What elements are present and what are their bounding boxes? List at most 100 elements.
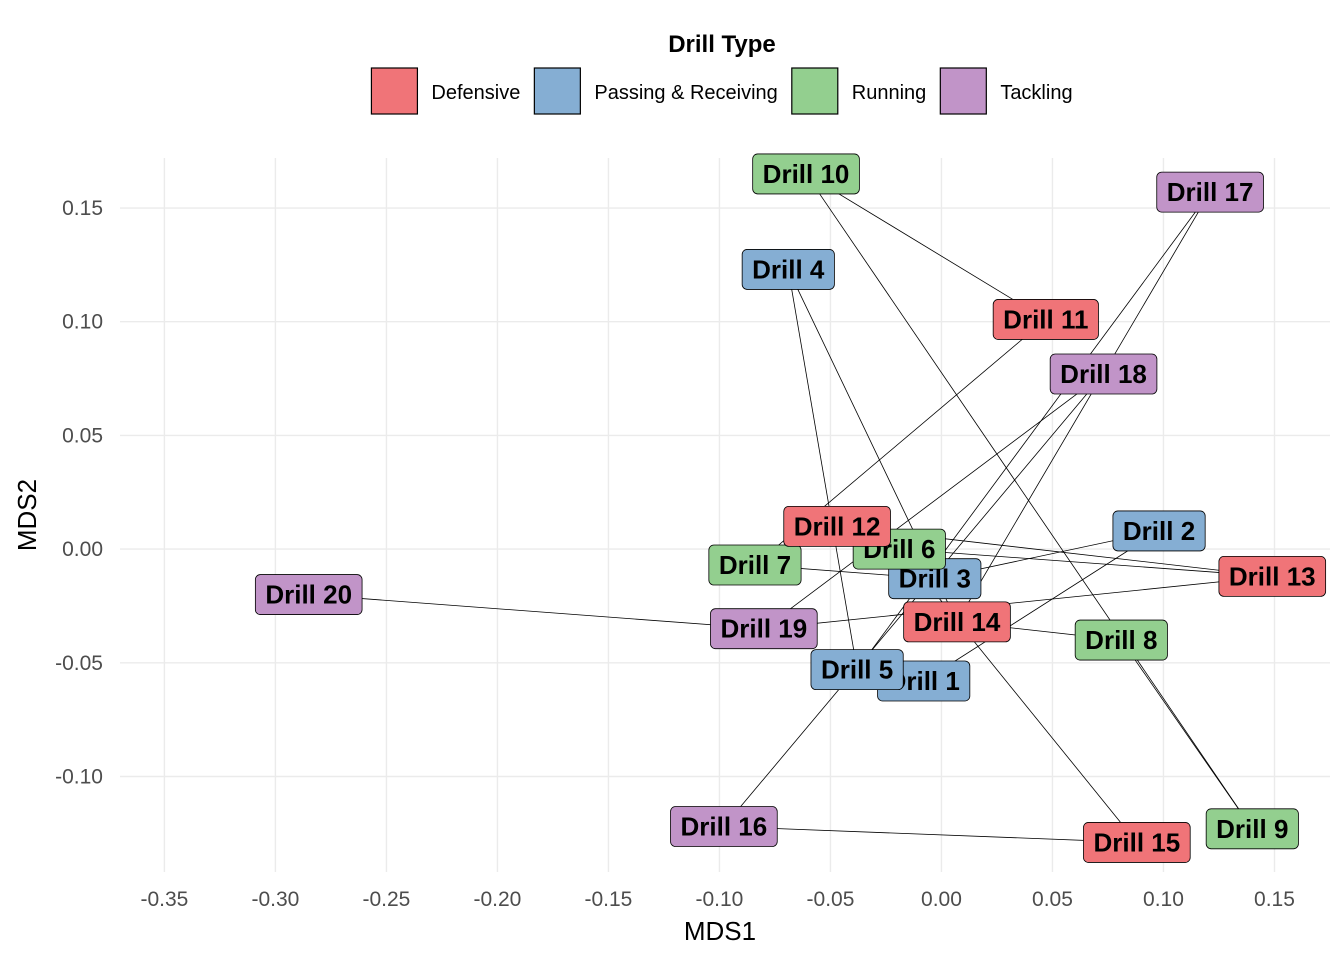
- link-drill-10-drill-11: [805, 173, 1047, 320]
- link-drill-9-drill-10: [805, 173, 1253, 830]
- link-drill-19-drill-13: [763, 575, 1273, 630]
- point-box: [903, 601, 1011, 643]
- link-drill-19-drill-18: [763, 373, 1104, 630]
- point-box: [741, 249, 835, 290]
- point-box: [1205, 808, 1299, 850]
- y-tick-label: -0.10: [55, 765, 103, 788]
- point-box: [708, 544, 802, 586]
- y-tick-label: 0.15: [62, 197, 103, 220]
- legend-label: Tackling: [1000, 82, 1072, 104]
- point-label: Drill 11: [1003, 304, 1088, 334]
- point-drill-4: Drill 4: [741, 249, 835, 290]
- point-drill-10: Drill 10: [752, 153, 860, 195]
- x-tick-label: -0.30: [251, 888, 299, 911]
- legend-item-tackling: Tackling: [939, 67, 1073, 115]
- point-drill-8: Drill 8: [1074, 619, 1168, 661]
- point-drill-13: Drill 13: [1218, 555, 1327, 597]
- point-drill-7: Drill 7: [708, 544, 802, 586]
- x-tick-label: -0.10: [696, 888, 744, 911]
- x-axis-ticks: -0.35 -0.30 -0.25 -0.20 -0.15 -0.10 -0.05 0.00 0…: [140, 888, 1294, 911]
- x-tick-label: -0.20: [473, 888, 521, 911]
- y-tick-label: -0.05: [55, 652, 103, 675]
- point-drill-17: Drill 17: [1156, 171, 1264, 213]
- point-box: [752, 153, 860, 195]
- x-tick-label: -0.25: [362, 888, 410, 911]
- legend-item-passing-receiving: Passing & Receiving: [533, 67, 778, 115]
- link-drill-4-drill-5: [787, 269, 858, 670]
- y-axis-ticks: -0.10 -0.05 0.00 0.05 0.10 0.15: [55, 197, 103, 788]
- x-tick-label: 0.10: [1143, 888, 1184, 911]
- point-label: Drill 10: [763, 159, 850, 189]
- point-label: Drill 18: [1060, 359, 1147, 389]
- x-tick-label: 0.05: [1032, 888, 1073, 911]
- link-drill-20-drill-19: [308, 594, 764, 630]
- x-axis-title: MDS1: [684, 916, 756, 946]
- point-label: Drill 7: [719, 550, 791, 580]
- legend-key-running: [791, 67, 839, 115]
- point-drill-15: Drill 15: [1083, 822, 1191, 863]
- y-tick-label: 0.05: [62, 424, 103, 447]
- point-label: Drill 9: [1216, 814, 1288, 844]
- point-box: [992, 299, 1099, 340]
- point-drill-5: Drill 5: [810, 649, 904, 691]
- point-label: Drill 15: [1093, 827, 1180, 857]
- point-label: Drill 19: [720, 614, 807, 644]
- point-box: [1112, 510, 1206, 552]
- x-tick-label: 0.00: [921, 888, 962, 911]
- y-axis-title: MDS2: [12, 479, 42, 551]
- legend-key-defensive: [370, 67, 419, 115]
- point-label: Drill 2: [1123, 516, 1195, 546]
- point-box: [1218, 555, 1327, 597]
- point-label: Drill 16: [681, 812, 768, 842]
- x-tick-label: -0.15: [585, 888, 633, 911]
- point-label: Drill 4: [752, 254, 825, 284]
- point-box: [783, 505, 891, 547]
- link-drill-8-drill-9: [1120, 639, 1253, 830]
- point-label: Drill 5: [821, 655, 893, 685]
- legend-key-passing-receiving: [533, 67, 581, 115]
- point-label: Drill 12: [794, 511, 881, 541]
- link-drill-6-drill-13: [899, 548, 1273, 577]
- legend-label: Running: [852, 82, 927, 104]
- point-drill-9: Drill 9: [1205, 808, 1299, 850]
- legend-label: Passing & Receiving: [594, 82, 777, 104]
- point-drill-11: Drill 11: [992, 299, 1099, 340]
- point-drill-18: Drill 18: [1049, 353, 1158, 395]
- point-drill-16: Drill 16: [670, 806, 778, 847]
- legend-key-tackling: [939, 67, 987, 115]
- point-drill-12: Drill 12: [783, 505, 891, 547]
- y-tick-label: 0.10: [62, 311, 103, 334]
- x-tick-label: -0.35: [140, 888, 188, 911]
- legend-item-defensive: Defensive: [370, 67, 520, 115]
- link-drill-16-drill-18: [723, 373, 1104, 827]
- point-label: Drill 17: [1167, 177, 1254, 207]
- point-drill-20: Drill 20: [254, 574, 363, 615]
- point-box: [254, 574, 363, 615]
- point-box: [810, 649, 904, 691]
- point-box: [710, 608, 818, 650]
- point-label: Drill 20: [265, 580, 352, 610]
- x-tick-label: 0.15: [1254, 888, 1295, 911]
- point-label: Drill 8: [1085, 625, 1157, 655]
- point-drill-2: Drill 2: [1112, 510, 1206, 552]
- point-box: [1049, 353, 1158, 395]
- point-box: [1083, 822, 1191, 863]
- point-label: Drill 14: [914, 607, 1001, 637]
- point-box: [1156, 171, 1264, 213]
- legend-title: Drill Type: [668, 31, 776, 58]
- point-label: Drill 13: [1229, 561, 1316, 591]
- legend-label: Defensive: [431, 82, 520, 104]
- y-tick-label: 0.00: [62, 538, 103, 561]
- legend: Drill Type Defensive Passing & Receiving R…: [370, 31, 1073, 115]
- link-drill-1-drill-2: [923, 530, 1160, 682]
- legend-item-running: Running: [791, 67, 927, 115]
- link-drill-15-drill-16: [723, 826, 1137, 843]
- point-box: [1074, 619, 1168, 661]
- link-drill-14-drill-17: [956, 191, 1211, 623]
- point-drill-19: Drill 19: [710, 608, 818, 650]
- point-box: [670, 806, 778, 847]
- point-drill-14: Drill 14: [903, 601, 1011, 643]
- x-tick-label: -0.05: [807, 888, 855, 911]
